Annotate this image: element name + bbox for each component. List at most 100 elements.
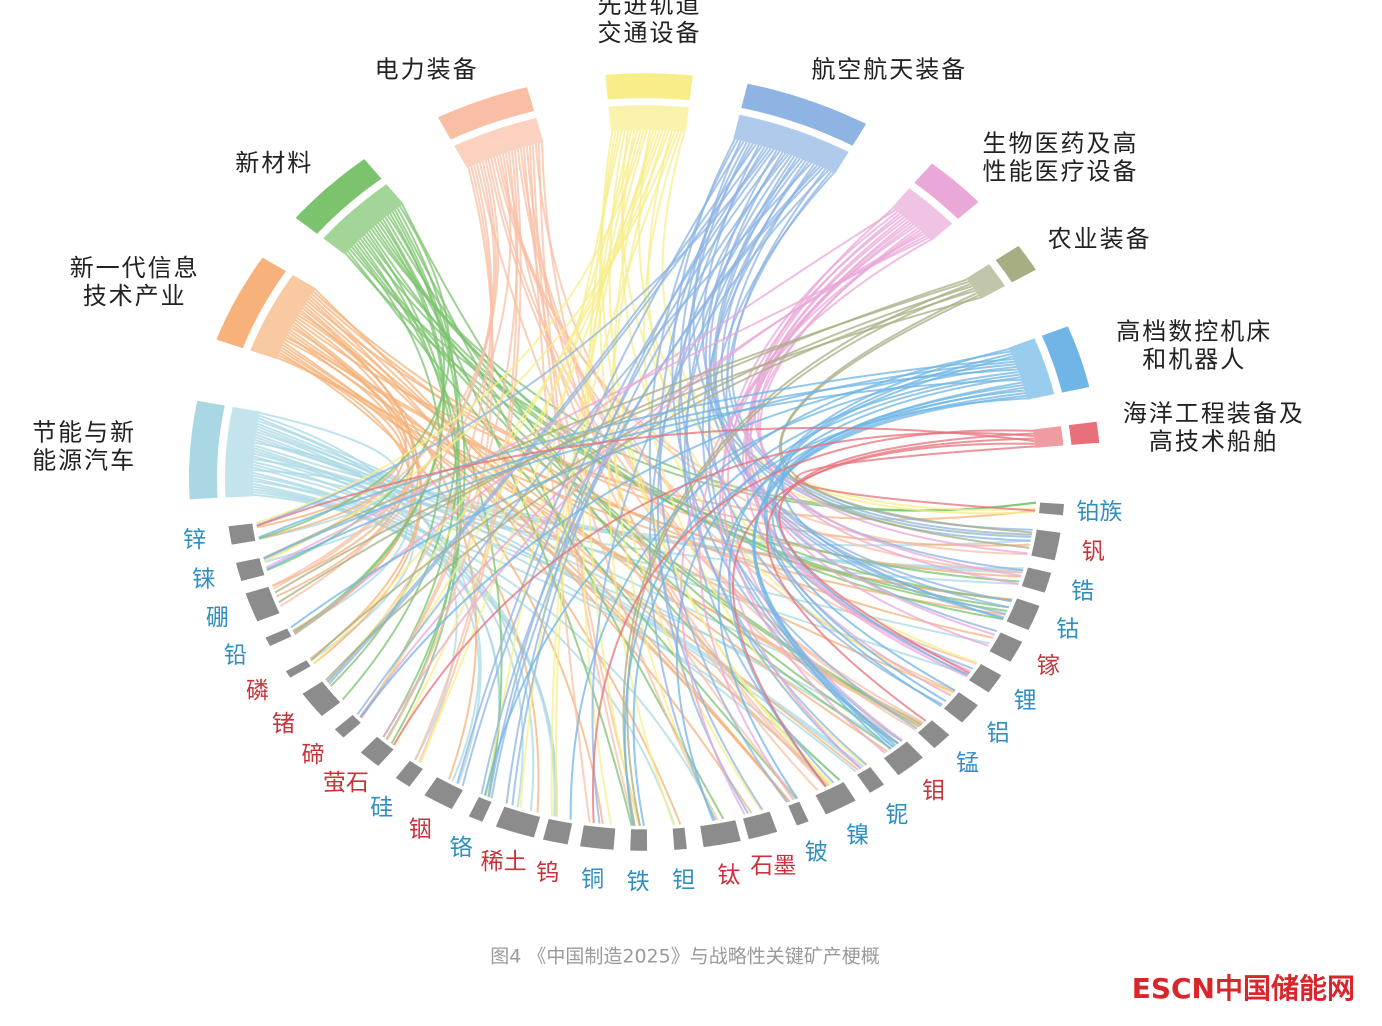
mineral-label: 铟 (409, 817, 432, 843)
mineral-arc (1039, 502, 1064, 516)
chord (778, 292, 1030, 549)
mineral-label: 铬 (449, 835, 472, 861)
industry-fan (323, 184, 404, 255)
mineral-arc (815, 782, 856, 815)
industry-arc (438, 87, 535, 140)
chord (622, 283, 971, 826)
mineral-arc (360, 736, 394, 766)
chord (582, 130, 633, 825)
mineral-arc (968, 664, 1002, 693)
mineral-arc (743, 811, 778, 840)
industry-label: 航空航天装备 (811, 55, 967, 83)
mineral-label: 锰 (956, 751, 979, 777)
chord (679, 141, 918, 730)
industry-arc (741, 83, 867, 146)
chord (274, 296, 981, 594)
chord (726, 163, 1032, 536)
chord (749, 216, 996, 636)
industry-fan (608, 105, 689, 132)
mineral-arc (495, 806, 541, 838)
industry-arc (295, 159, 382, 234)
industry-label: 生物医药及高 (983, 130, 1139, 158)
chord (278, 278, 968, 604)
industry-arc (1068, 421, 1100, 445)
mineral-arc (630, 829, 648, 851)
chord (656, 152, 787, 815)
chord (255, 129, 645, 525)
industry-label: 先进轨道 (598, 0, 702, 19)
mineral-label: 铁 (627, 869, 650, 895)
mineral-arc (884, 741, 923, 776)
mineral-arc (1006, 598, 1040, 630)
mineral-label: 硼 (206, 605, 229, 631)
industry-arc (605, 73, 693, 101)
arcs (189, 73, 1100, 851)
industry-fan (250, 275, 317, 359)
industry-label: 高技术船舶 (1149, 428, 1279, 456)
chord (717, 389, 1025, 800)
industry-fan (1008, 338, 1055, 400)
industry-fan (891, 188, 953, 241)
industry-label: 能源汽车 (32, 447, 136, 475)
mineral-arc (285, 660, 311, 678)
chord (626, 287, 975, 827)
mineral-arc (943, 692, 978, 723)
mineral-arc (334, 715, 361, 738)
chord (648, 139, 764, 811)
mineral-label: 稀土 (481, 849, 527, 875)
mineral-label: 镍 (846, 822, 869, 848)
industry-fan (966, 264, 1005, 299)
chord (353, 244, 892, 750)
industry-arc (216, 257, 286, 349)
chord (771, 386, 1024, 692)
chord (325, 289, 976, 681)
chord (753, 207, 1028, 555)
chord (258, 411, 400, 540)
industry-label: 技术产业 (83, 282, 187, 310)
industry-label: 性能医疗设备 (983, 158, 1139, 186)
chord (698, 231, 923, 801)
mineral-label: 铍 (805, 840, 828, 866)
chord (384, 216, 899, 745)
chord (493, 156, 1028, 556)
chord (271, 162, 496, 587)
industry-arc (995, 245, 1036, 283)
mineral-arc (1031, 529, 1061, 561)
industry-label: 海洋工程装备及 (1123, 400, 1305, 428)
mineral-label: 锌 (183, 527, 206, 553)
mineral-arc (788, 801, 809, 826)
mineral-arc (265, 628, 292, 646)
mineral-label: 镓 (1037, 653, 1060, 679)
chord (312, 130, 670, 665)
chord (708, 151, 1012, 603)
chord (765, 353, 1012, 702)
mineral-label: 钒 (1082, 539, 1105, 565)
mineral-arc (245, 586, 280, 622)
mineral-label: 锗 (272, 711, 295, 737)
chord (675, 373, 1020, 821)
mineral-label: 钼 (922, 778, 945, 804)
chord (781, 355, 1013, 620)
chord (256, 426, 1035, 527)
chord (648, 157, 801, 821)
industry-label: 新一代信息 (70, 254, 200, 282)
mineral-arc (236, 558, 265, 581)
mineral-label: 钨 (536, 860, 559, 886)
mineral-arc (989, 632, 1023, 662)
chord (607, 130, 675, 826)
chord (326, 143, 757, 683)
mineral-label: 石墨 (750, 853, 796, 879)
mineral-arc (580, 825, 616, 850)
industry-arc (189, 400, 225, 500)
chord (490, 165, 821, 799)
industry-fan (225, 406, 261, 498)
chord (766, 437, 1035, 722)
chord (728, 376, 1021, 788)
chord (359, 363, 1016, 719)
chord (258, 358, 1014, 539)
mineral-arc (395, 760, 423, 787)
chord (344, 252, 1020, 583)
mineral-label: 锂 (1014, 688, 1037, 714)
mineral-label: 钛 (717, 862, 740, 888)
